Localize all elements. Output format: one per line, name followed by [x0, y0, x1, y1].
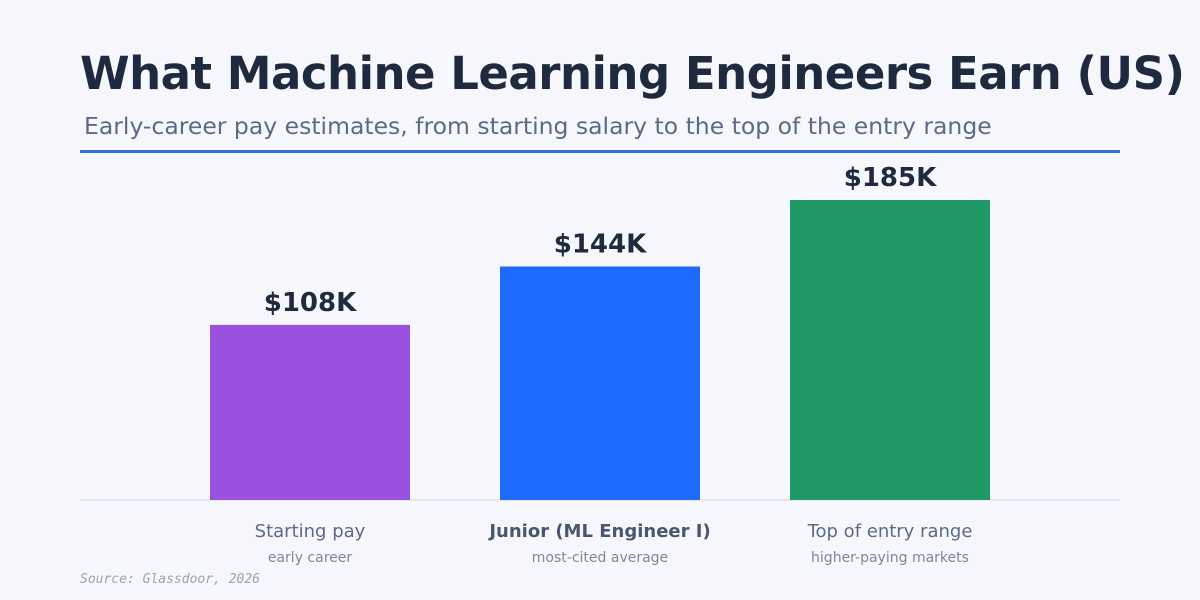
bar-value-label-2: $144K	[554, 229, 647, 259]
bar-1	[210, 324, 410, 500]
category-label-2: Junior (ML Engineer I)	[487, 521, 710, 542]
chart-subtitle: Early-career pay estimates, from startin…	[84, 112, 992, 140]
category-sublabel-1: early career	[268, 550, 353, 566]
category-sublabel-2: most-cited average	[532, 550, 668, 566]
bar-value-label-3: $185K	[844, 163, 937, 193]
category-sublabel-3: higher-paying markets	[811, 550, 969, 566]
title-divider	[80, 150, 1120, 153]
category-label-1: Starting pay	[255, 521, 366, 542]
category-label-3: Top of entry range	[807, 521, 973, 542]
chart-title: What Machine Learning Engineers Earn (US…	[80, 47, 1185, 100]
bar-2	[500, 266, 700, 500]
source-note: Source: Glassdoor, 2026	[80, 572, 261, 587]
bar-value-label-1: $108K	[264, 288, 357, 318]
bar-3	[790, 200, 990, 500]
